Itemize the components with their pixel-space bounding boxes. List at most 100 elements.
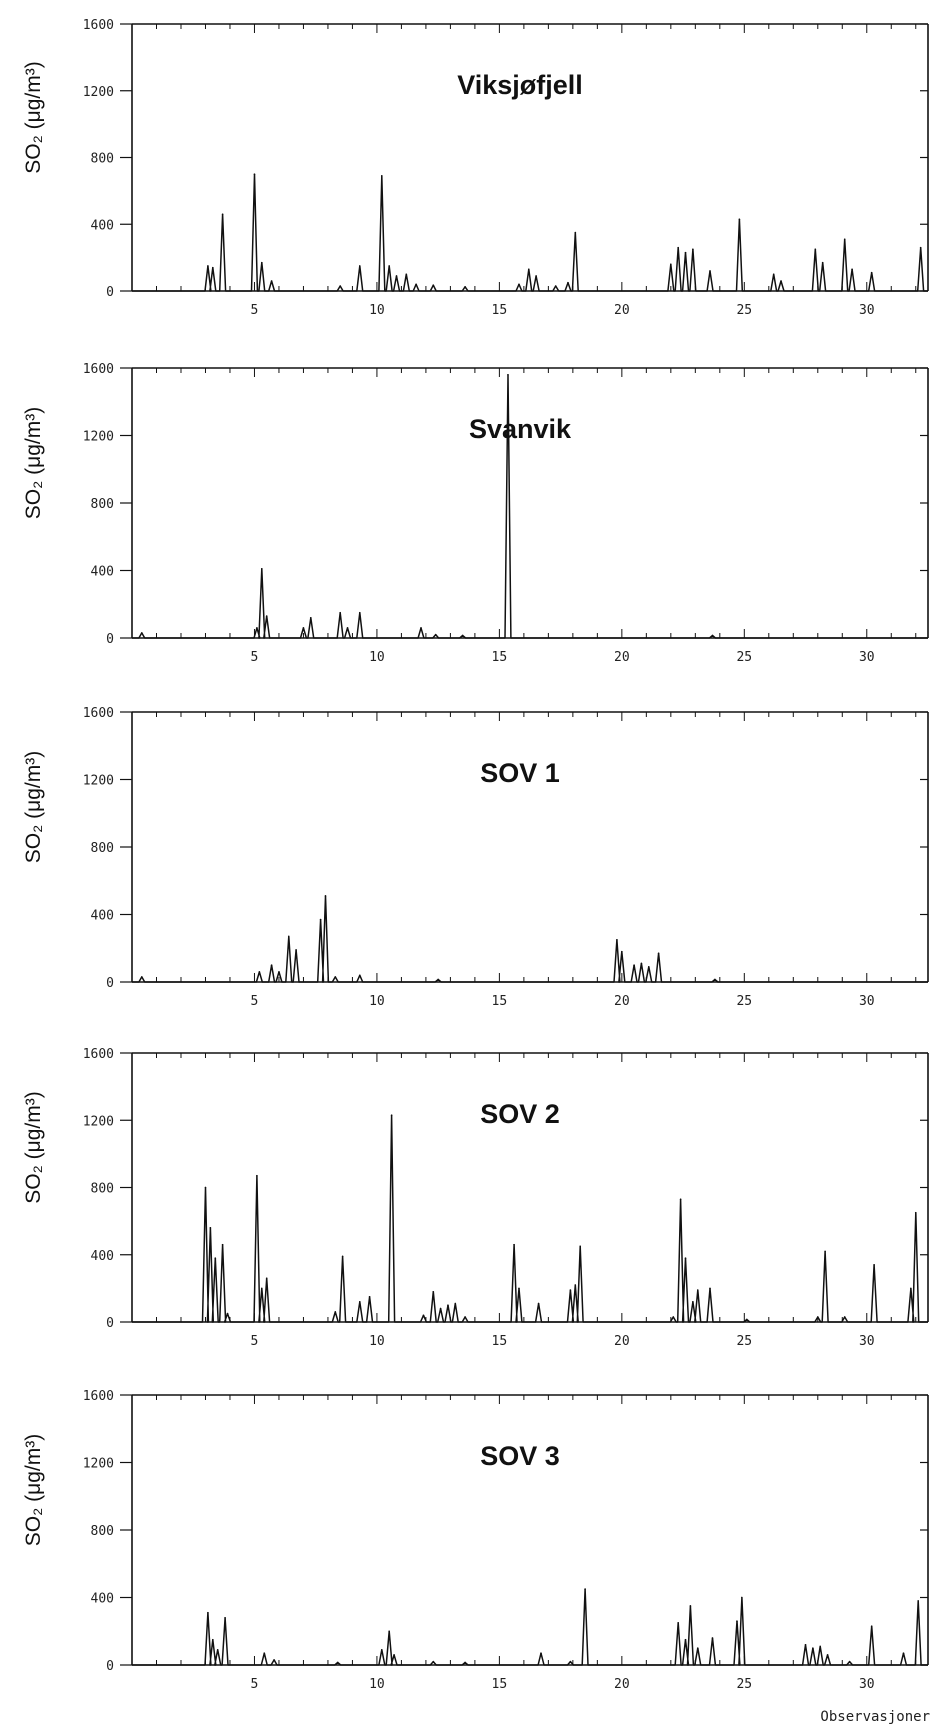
data-point — [679, 1198, 682, 1201]
x-tick-label: 5 — [251, 1334, 259, 1349]
x-tick-label: 10 — [369, 303, 385, 318]
data-point — [253, 173, 256, 175]
data-point — [738, 218, 741, 221]
data-point — [263, 1652, 266, 1654]
y-tick-label: 1200 — [83, 774, 114, 789]
y-tick-label: 800 — [91, 497, 114, 512]
x-tick-label: 25 — [736, 303, 752, 318]
y-tick-label: 400 — [91, 218, 114, 233]
x-tick-label: 20 — [614, 994, 630, 1009]
data-point — [422, 1314, 425, 1317]
data-point — [711, 1637, 714, 1639]
data-point — [902, 1652, 905, 1654]
data-point — [432, 1290, 435, 1293]
data-point — [295, 949, 297, 951]
data-point — [684, 1638, 687, 1641]
data-point — [709, 1287, 711, 1290]
data-point — [621, 950, 623, 953]
x-tick-label: 10 — [369, 1677, 385, 1692]
chart-panel-1: 5 10 15 20 25 30 0 400 800 1200 1600 SO₂ (μg/m³) Vik… — [22, 18, 929, 318]
data-point — [334, 976, 337, 978]
data-point — [447, 1304, 449, 1306]
y-tick-label: 800 — [91, 841, 114, 856]
data-point — [554, 285, 557, 287]
data-point — [816, 1316, 819, 1318]
data-point — [324, 895, 327, 897]
data-point — [464, 1316, 466, 1318]
data-point — [633, 964, 635, 966]
data-point — [454, 1302, 457, 1305]
data-point — [140, 976, 143, 978]
data-point — [265, 615, 268, 617]
x-tick-label: 15 — [492, 994, 508, 1009]
data-point — [819, 1645, 822, 1648]
data-point — [689, 1605, 692, 1607]
chart-panel-3: 5 10 15 20 25 30 0 400 800 1200 1600 SO₂ (μg/m³) SOV… — [22, 706, 929, 1009]
x-tick-label: 25 — [736, 994, 752, 1009]
data-point — [405, 273, 408, 276]
y-tick-label: 0 — [106, 976, 114, 991]
data-point — [393, 1654, 395, 1656]
data-point — [261, 261, 263, 264]
x-tick-label: 10 — [369, 994, 385, 1009]
x-tick-label: 5 — [251, 650, 259, 665]
x-tick-label: 20 — [614, 1677, 630, 1692]
chart-panel-4: 5 10 15 20 25 30 0 400 800 1200 1600 SO₂ (μg/m³) SOV… — [22, 1047, 929, 1349]
y-tick-label: 800 — [91, 1524, 114, 1539]
chart-panel-2: 5 10 15 20 25 30 0 400 800 1200 1600 SO₂ (μg/m³) Sva… — [22, 362, 929, 665]
data-point — [657, 952, 660, 955]
x-tick-label: 20 — [614, 1334, 630, 1349]
data-point — [302, 627, 305, 629]
data-point — [696, 1647, 699, 1649]
chart-title: SOV 3 — [480, 1441, 560, 1471]
data-point — [684, 1257, 687, 1259]
data-point — [873, 1264, 875, 1266]
y-axis-label: SO₂ (μg/m³) — [22, 1091, 45, 1203]
data-point — [741, 1596, 743, 1599]
data-point — [261, 1287, 263, 1290]
data-point — [358, 265, 361, 267]
data-point — [870, 271, 873, 274]
data-point — [140, 632, 143, 634]
data-point — [434, 633, 437, 636]
y-tick-label: 1600 — [83, 1047, 114, 1062]
x-tick-label: 15 — [492, 1677, 508, 1692]
data-point — [670, 263, 672, 266]
data-point — [535, 275, 537, 277]
data-point — [273, 1659, 275, 1661]
y-tick-label: 1600 — [83, 706, 114, 721]
y-axis-label: SO₂ (μg/m³) — [22, 1434, 45, 1546]
x-tick-label: 25 — [736, 1677, 752, 1692]
data-point — [574, 1284, 577, 1286]
data-point — [843, 238, 846, 241]
data-point — [640, 962, 643, 965]
y-tick-label: 1200 — [83, 1457, 114, 1472]
data-point — [914, 1211, 917, 1214]
data-point — [574, 231, 577, 234]
data-point — [358, 1301, 361, 1303]
data-point — [261, 568, 263, 570]
data-point — [464, 286, 466, 288]
data-point — [709, 270, 711, 272]
chart-title: Viksjøfjell — [457, 70, 583, 100]
data-point — [518, 1287, 520, 1290]
y-tick-label: 1200 — [83, 1114, 114, 1129]
data-point — [692, 248, 694, 251]
series-line — [132, 374, 928, 639]
y-tick-label: 1600 — [83, 18, 114, 33]
data-point — [464, 1661, 466, 1664]
data-point — [824, 1250, 826, 1253]
data-point — [677, 1622, 679, 1624]
data-point — [388, 265, 390, 267]
data-point — [437, 978, 439, 981]
data-point — [507, 373, 509, 376]
data-point — [256, 1174, 258, 1177]
y-tick-label: 400 — [91, 1592, 114, 1607]
data-point — [537, 1302, 540, 1305]
y-tick-label: 1200 — [83, 85, 114, 100]
data-point — [415, 283, 417, 286]
data-point — [772, 273, 775, 276]
chart-title: SOV 1 — [480, 758, 560, 788]
data-point — [336, 1661, 339, 1664]
data-point — [204, 1186, 207, 1189]
